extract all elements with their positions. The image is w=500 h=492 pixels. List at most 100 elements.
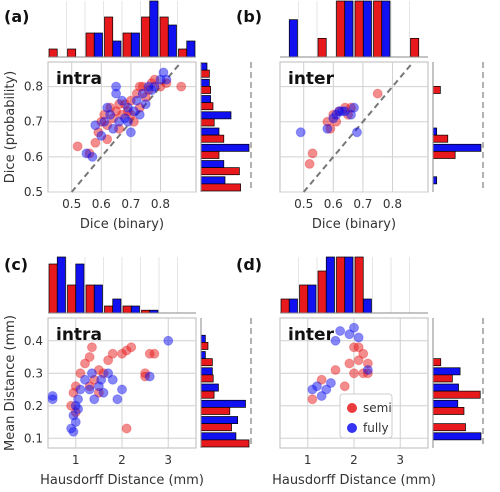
side-hist-bar-fully [200,383,219,392]
x-axis-label: Hausdorff Distance (mm) [40,473,204,488]
side-hist-bar-semi [432,151,456,159]
top-hist-bar-fully [288,19,298,58]
top-hist-bar-semi [336,256,346,314]
fully-point [80,374,90,385]
side-hist-bar-fully [432,176,438,185]
top-hist-bar-fully [93,284,103,314]
fully-point [105,109,116,120]
fully-point [73,404,84,414]
top-hist-bar-semi [354,0,364,58]
fully-point [108,123,119,134]
x-tick-label: 0.5 [294,197,313,211]
fully-point [144,371,155,382]
fully-point [103,368,114,379]
y-tick-label: 0.2 [24,399,43,413]
top-hist-bar-semi [104,305,114,314]
fully-point [112,394,123,405]
top-hist-bar-fully [112,298,122,314]
fully-point [316,391,327,401]
side-hist-bar-semi [200,358,213,367]
semi-point [126,342,137,353]
fully-point [351,127,362,138]
semi-point [75,368,86,379]
side-hist-bar-fully [200,416,239,424]
x-tick-label: 2 [350,453,358,467]
fully-point [122,116,133,127]
fully-point [349,322,359,333]
semi-point [149,348,160,359]
top-hist-bar-semi [354,256,364,314]
side-hist-bar-semi [200,407,231,415]
semi-point [304,158,315,169]
side-hist-bar-semi [200,423,232,432]
fully-point [344,329,355,340]
top-hist-bar-semi [48,263,58,314]
fully-point [163,335,174,346]
semi-point [353,355,364,366]
top-hist-bar-semi [122,32,132,58]
fully-point [86,368,97,379]
side-hist-bar-fully [200,334,206,343]
top-hist-bar-fully [344,256,354,314]
semi-point [330,365,341,375]
x-tick-label: 1 [304,453,312,467]
top-hist-bar-semi [159,16,169,58]
top-hist-bar-semi [67,48,77,58]
fully-point [322,123,333,134]
semi-point [353,342,364,353]
side-hist-bar-semi [200,69,210,78]
side-hist-bar-fully [200,111,232,120]
top-hist-bar-fully [130,32,140,58]
side-hist-bar-fully [200,95,211,103]
fully-point [353,332,364,343]
fully-point [312,381,322,392]
fully-point [321,384,332,395]
side-hist-bar-fully [200,62,208,71]
top-hist-bar-semi [336,0,346,58]
top-hist-bar-fully [362,0,372,58]
side-hist-bar-fully [432,127,438,136]
side-hist-bar-fully [432,383,459,392]
side-hist-bar-fully [200,143,250,152]
y-tick-label: 0.4 [24,334,43,348]
top-hist-bar-fully [56,256,66,314]
panel-letter: (a) [4,7,29,26]
semi-point [84,352,95,362]
x-axis-label: Dice (binary) [80,217,164,232]
fully-point [362,365,373,375]
y-axis-label: Dice (probability) [3,71,18,183]
side-hist-bar-fully [200,160,225,168]
panel-annotation: inter [288,69,335,89]
top-hist-bar-fully [186,40,196,58]
top-hist-bar-fully [288,298,298,314]
legend-label: fully [363,421,389,435]
top-hist-bar-semi [280,298,290,314]
fully-point [96,130,107,141]
semi-point [107,348,118,359]
side-hist-bar-fully [432,399,459,408]
side-hist-bar-semi [432,407,465,415]
side-hist-bar-semi [432,390,481,399]
top-hist-bar-semi [299,284,309,314]
top-hist-bar-semi [178,48,188,58]
top-hist-bar-fully [130,305,140,314]
panel-1: 0.5 0.6 0.7 0.8 inter Dice (binary) (b) [236,0,484,232]
fully-point [89,394,100,405]
side-hist-bar-semi [200,439,250,448]
semi-point [339,381,350,392]
legend-marker-semi [347,403,357,413]
side-hist-bar-fully [200,351,206,359]
x-tick-label: 0.6 [92,197,111,211]
legend-marker-fully [347,423,357,433]
side-hist-bar-fully [200,127,220,136]
fully-point [96,374,107,385]
panel-letter: (c) [4,255,28,274]
panel-3: 1 2 3 inter Hausdorff Distance (mm) (d) [236,255,484,488]
fully-point [68,426,79,437]
y-tick-label: 0.5 [24,185,43,199]
panel-2: 1 2 3 0.1 0.2 0.3 0.4 intra Hausdorff Distance (… [3,255,252,488]
side-hist-bar-semi [200,342,209,350]
semi-point [72,141,83,152]
semi-point [121,423,132,434]
side-hist-bar-semi [200,183,241,192]
